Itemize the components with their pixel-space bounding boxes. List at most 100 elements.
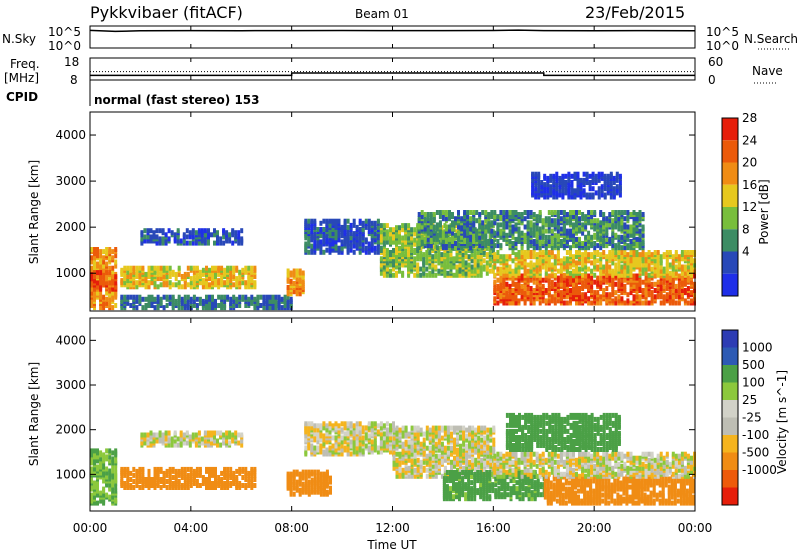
power-cell xyxy=(461,270,465,276)
power-cell xyxy=(111,249,115,255)
power-cell xyxy=(626,266,630,272)
velocity-cell xyxy=(203,430,207,436)
power-cell xyxy=(123,271,127,277)
power-cell xyxy=(599,256,603,262)
power-cell xyxy=(410,248,414,253)
power-cell xyxy=(523,286,527,291)
velocity-cell xyxy=(214,466,217,472)
power-cell xyxy=(434,243,438,249)
power-cell xyxy=(228,232,232,238)
velocity-cell xyxy=(96,448,99,454)
power-cell xyxy=(385,239,389,245)
power-cell xyxy=(623,277,627,283)
power-cell xyxy=(502,277,506,283)
velocity-cell xyxy=(220,470,224,476)
power-cell xyxy=(569,288,572,293)
velocity-cell xyxy=(319,443,323,449)
velocity-cell xyxy=(96,486,99,492)
velocity-cell xyxy=(177,468,181,474)
velocity-cell xyxy=(222,432,226,438)
noise-right-tick-bottom: 10^0 xyxy=(706,39,739,53)
power-cell xyxy=(395,239,398,245)
power-cell xyxy=(570,173,574,179)
power-cell xyxy=(493,296,497,302)
power-cell xyxy=(644,286,648,291)
velocity-cell xyxy=(304,481,308,487)
power-cell xyxy=(677,273,681,279)
power-cell xyxy=(635,216,639,222)
power-cell xyxy=(105,251,109,257)
power-cell xyxy=(511,288,515,293)
power-cell xyxy=(614,266,618,272)
power-cell xyxy=(578,260,581,266)
power-cell xyxy=(256,294,260,300)
power-cell xyxy=(232,294,236,300)
velocity-cell xyxy=(219,430,223,436)
power-cell xyxy=(188,230,192,236)
power-cell xyxy=(671,298,675,304)
power-cell xyxy=(559,216,563,222)
power-cell xyxy=(626,252,630,258)
power-cell xyxy=(578,286,581,291)
power-cell xyxy=(584,234,588,240)
power-cell xyxy=(620,218,624,224)
power-cell xyxy=(179,238,183,244)
power-cell xyxy=(683,250,687,255)
power-cell xyxy=(208,267,211,273)
velocity-cell xyxy=(313,431,317,437)
power-cell xyxy=(292,268,296,274)
power-cell xyxy=(265,294,269,300)
power-colorbar-frame xyxy=(721,117,739,297)
power-cell xyxy=(572,290,575,296)
power-cell xyxy=(638,294,642,300)
power-cell xyxy=(463,224,467,230)
velocity-cell xyxy=(340,447,344,453)
power-cell xyxy=(599,268,603,274)
power-cell xyxy=(156,294,160,300)
power-cell xyxy=(550,228,554,234)
velocity-cell xyxy=(159,477,163,482)
power-cell xyxy=(316,227,320,232)
velocity-cell xyxy=(164,436,168,442)
velocity-cell xyxy=(99,490,103,496)
velocity-cell xyxy=(319,479,323,485)
power-cell xyxy=(641,300,645,306)
power-cell xyxy=(593,245,597,251)
velocity-cell xyxy=(226,479,230,484)
power-cell xyxy=(683,270,687,276)
power-cell xyxy=(198,274,202,279)
power-cell xyxy=(531,171,535,177)
power-cell xyxy=(653,268,657,274)
power-cell xyxy=(460,216,464,222)
power-cell xyxy=(556,210,560,215)
power-cell xyxy=(102,294,106,300)
power-cell xyxy=(168,294,172,300)
power-cell xyxy=(602,212,606,217)
power-cell xyxy=(600,188,604,194)
power-cell xyxy=(271,294,275,300)
power-cell xyxy=(192,303,196,308)
power-cell xyxy=(579,194,583,200)
power-cell xyxy=(247,274,251,279)
power-cell xyxy=(620,210,624,215)
power-ylabel: Slant Range [km] xyxy=(27,160,41,264)
velocity-cell xyxy=(207,442,210,448)
power-cell xyxy=(558,192,562,198)
velocity-cell xyxy=(220,477,224,482)
velocity-cell xyxy=(304,473,308,479)
velocity-cell xyxy=(111,468,115,474)
power-cell xyxy=(564,173,568,179)
power-cell xyxy=(140,236,144,242)
power-cell xyxy=(575,220,578,226)
power-cell xyxy=(502,210,506,215)
power-cell xyxy=(223,280,227,286)
power-cell xyxy=(364,245,368,251)
velocity-cell xyxy=(192,468,196,474)
power-cell xyxy=(578,216,581,222)
power-cell xyxy=(379,237,383,243)
power-cell xyxy=(511,250,515,255)
power-cell xyxy=(253,274,257,279)
power-cell xyxy=(553,272,557,278)
velocity-cell xyxy=(334,425,338,431)
power-cell xyxy=(482,258,486,264)
